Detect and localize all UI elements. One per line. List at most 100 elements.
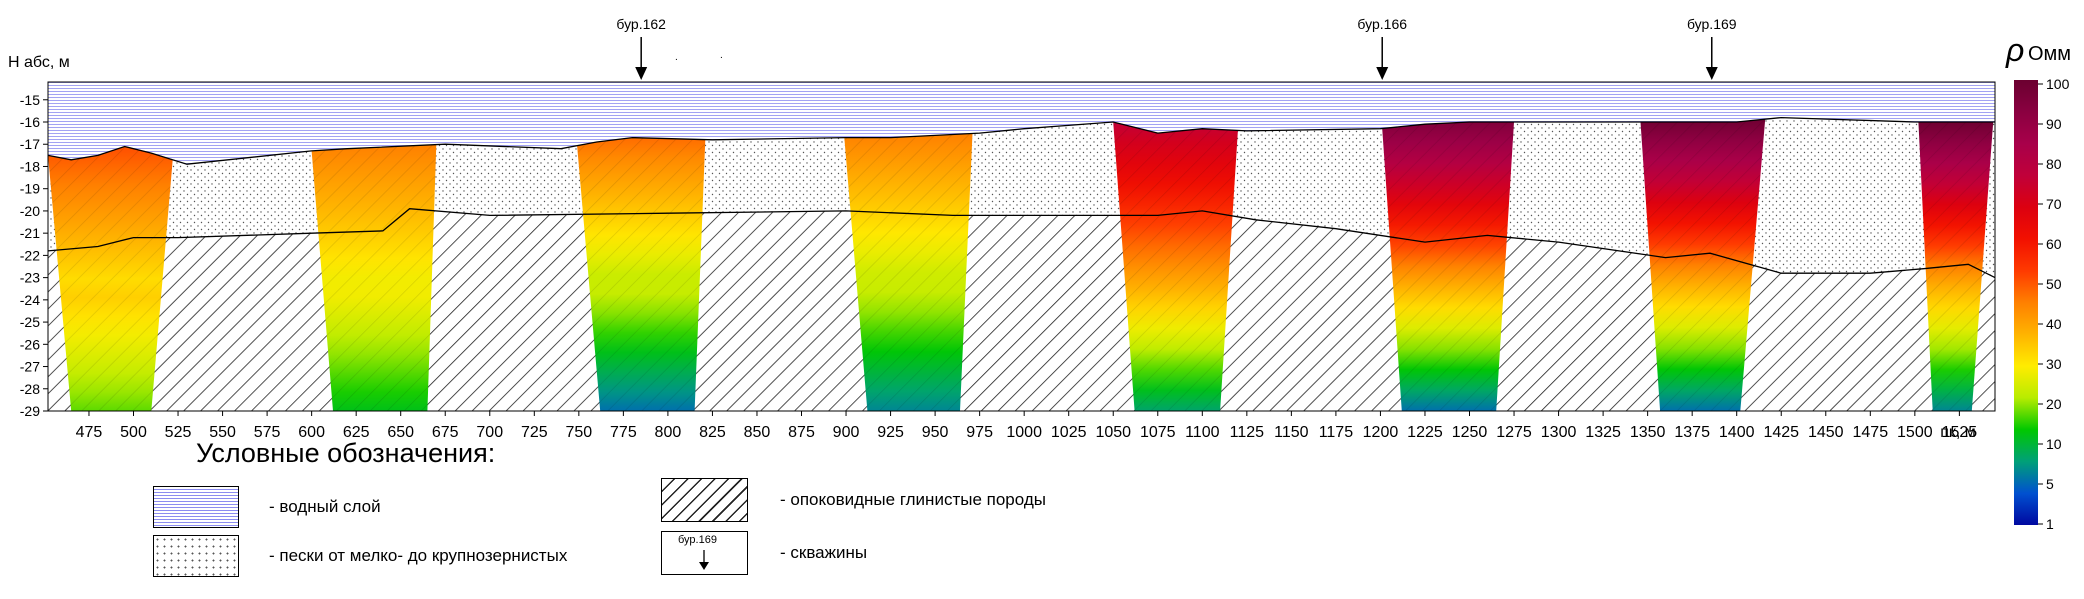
x-tick-label: 1275 <box>1496 424 1532 441</box>
x-axis: 475 500 525 550 575 600 625 650 675 700 725 750 775 8… <box>76 411 1978 441</box>
x-tick-label: 1200 <box>1363 424 1399 441</box>
water-swatch <box>153 486 239 528</box>
x-tick-label: 1150 <box>1274 424 1309 441</box>
y-axis: -15 -16 -17 -18 -19 -20 -21 -22 -23 -24 -25 -26 -27 -… <box>20 92 48 419</box>
x-tick-label: 750 <box>565 424 592 441</box>
y-tick-label: -23 <box>20 270 40 286</box>
y-tick-label: -26 <box>20 336 40 352</box>
profile-hatch <box>844 133 973 411</box>
colorbar-tick-label: 50 <box>2046 276 2062 292</box>
colorbar-tick-label: 1 <box>2046 516 2054 532</box>
y-tick-label: -27 <box>20 359 40 375</box>
y-tick-label: -29 <box>20 403 40 419</box>
stray-mark: . <box>675 52 678 63</box>
x-tick-label: 1075 <box>1140 424 1176 441</box>
y-tick-label: -28 <box>20 381 40 397</box>
x-tick-label: 1525 <box>1942 424 1978 441</box>
x-tick-label: 625 <box>343 424 370 441</box>
colorbar-tick-label: 100 <box>2046 76 2070 92</box>
boreholes: бур.162 бур.166 бур.169 <box>616 16 1737 80</box>
x-tick-label: 925 <box>877 424 904 441</box>
legend-clay: - опоковидные глинистые породы <box>661 478 1046 522</box>
x-tick-label: 1325 <box>1585 424 1621 441</box>
colorbar-tick-label: 90 <box>2046 116 2062 132</box>
clay-layer <box>48 208 1995 411</box>
legend-water: - водный слой <box>153 486 381 528</box>
x-tick-label: 1175 <box>1319 424 1354 441</box>
profile-hatch <box>1382 122 1514 411</box>
colorbar-gradient <box>2014 80 2038 525</box>
plot-area <box>48 82 1995 411</box>
x-tick-label: 1375 <box>1674 424 1710 441</box>
x-tick-label: 800 <box>655 424 682 441</box>
colorbar-symbol: ρ <box>2005 32 2024 68</box>
colorbar-tick-label: 80 <box>2046 156 2062 172</box>
legend-water-label: - водный слой <box>269 497 381 516</box>
y-tick-label: -17 <box>20 136 40 152</box>
x-tick-label: 525 <box>165 424 192 441</box>
colorbar-ticks: 100 90 80 70 60 50 40 30 20 10 5 1 <box>2038 76 2070 532</box>
borehole-arrowhead <box>1376 67 1389 80</box>
resistivity-profiles <box>48 119 1994 411</box>
x-tick-label: 600 <box>298 424 325 441</box>
x-tick-label: 1100 <box>1185 424 1220 441</box>
arrow-down-icon <box>699 550 709 570</box>
plot-frame <box>47 81 1996 412</box>
profile-hatch <box>1918 122 1994 411</box>
profile-hatch <box>48 146 173 411</box>
well-sample-label: бур.169 <box>678 534 717 546</box>
profile-hatch <box>1640 119 1766 411</box>
x-tick-label: 850 <box>744 424 771 441</box>
profile-hatch <box>1113 122 1238 411</box>
x-tick-label: 1025 <box>1051 424 1087 441</box>
stray-mark: . <box>720 50 723 61</box>
y-tick-label: -15 <box>20 92 40 108</box>
x-tick-label: 500 <box>120 424 147 441</box>
x-tick-label: 575 <box>254 424 281 441</box>
x-tick-label: 900 <box>833 424 860 441</box>
x-tick-label: 775 <box>610 424 637 441</box>
colorbar-title: Омм <box>2028 43 2071 65</box>
y-tick-label: -25 <box>20 314 40 330</box>
x-tick-label: 1400 <box>1719 424 1755 441</box>
y-tick-label: -18 <box>20 158 40 174</box>
colorbar-tick-label: 20 <box>2046 396 2062 412</box>
sand-swatch <box>153 535 239 577</box>
legend-sand: - пески от мелко- до крупнозернистых <box>153 535 567 577</box>
x-tick-label: 1500 <box>1897 424 1933 441</box>
colorbar-tick-label: 30 <box>2046 356 2062 372</box>
x-tick-label: 1225 <box>1407 424 1443 441</box>
profile-hatch <box>577 137 706 411</box>
x-tick-label: 1125 <box>1230 424 1265 441</box>
x-axis-unit: пк, м <box>1940 424 1976 441</box>
legend-title: Условные обозначения: <box>196 438 496 468</box>
y-tick-label: -19 <box>20 181 40 197</box>
colorbar-tick-label: 60 <box>2046 236 2062 252</box>
x-tick-label: 1475 <box>1853 424 1889 441</box>
y-tick-label: -16 <box>20 114 40 130</box>
x-tick-label: 1450 <box>1808 424 1844 441</box>
colorbar-tick-label: 10 <box>2046 436 2062 452</box>
y-tick-label: -20 <box>20 203 40 219</box>
borehole-arrowhead <box>1705 67 1718 80</box>
y-tick-label: -24 <box>20 292 40 308</box>
borehole-label: бур.162 <box>616 16 666 32</box>
clay-top-line <box>48 208 1995 279</box>
seabed-line <box>48 116 1995 165</box>
legend-sand-label: - пески от мелко- до крупнозернистых <box>269 546 568 565</box>
borehole-arrowhead <box>635 67 648 80</box>
legend-wells: бур.169 - скважины <box>661 531 867 575</box>
legend-clay-label: - опоковидные глинистые породы <box>780 490 1046 509</box>
x-tick-label: 700 <box>476 424 503 441</box>
x-tick-label: 675 <box>432 424 459 441</box>
colorbar-tick-label: 5 <box>2046 476 2054 492</box>
x-tick-label: 475 <box>76 424 103 441</box>
profile-hatch <box>311 144 437 411</box>
x-tick-label: 550 <box>209 424 236 441</box>
x-tick-label: 1300 <box>1541 424 1577 441</box>
colorbar: ρ Омм 100 90 80 70 60 50 40 30 20 10 5 1 <box>2005 32 2071 532</box>
y-axis-title: H абс, м <box>8 54 70 71</box>
colorbar-tick-label: 40 <box>2046 316 2062 332</box>
x-tick-label: 1250 <box>1452 424 1488 441</box>
